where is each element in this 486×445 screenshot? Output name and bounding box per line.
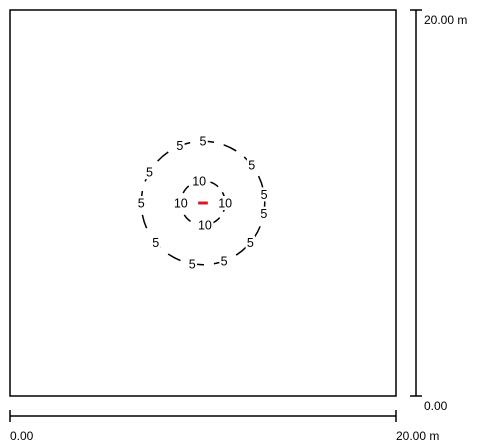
x-scale-start-label: 0.00: [10, 429, 34, 443]
contour-label-bg: [196, 218, 214, 233]
contour-label-10: 10: [174, 197, 188, 211]
contour-label-10: 10: [218, 197, 232, 211]
x-scale-bar: 0.00 20.00 m: [9, 410, 439, 443]
contour-label-bg: [259, 187, 269, 202]
contour-label-5: 5: [152, 236, 159, 250]
contour-label-5: 5: [247, 236, 254, 250]
contour-label-bg: [144, 165, 155, 180]
contour-label-5: 5: [248, 158, 255, 172]
contour-label-5: 5: [260, 207, 267, 221]
y-scale-bar: 20.00 m 0.00: [410, 9, 467, 413]
y-scale-start-label: 0.00: [424, 399, 448, 413]
contour-label-bg: [187, 256, 198, 271]
contour-label-bg: [245, 235, 256, 250]
contour-label-bg: [198, 134, 208, 149]
contour-label-5: 5: [189, 257, 196, 271]
contour-label-5: 5: [138, 197, 145, 211]
contour-label-bg: [150, 235, 161, 250]
contour-labels: 5 5 5 5 5 5 5 5 5 5 5 10 10 10 10: [136, 134, 269, 271]
contour-label-5: 5: [146, 166, 153, 180]
domain-boundary: [9, 9, 397, 397]
contour-label-5: 5: [221, 255, 228, 269]
contour-label-bg: [172, 196, 190, 210]
x-scale-end-label: 20.00 m: [396, 429, 439, 443]
contour-label-bg: [219, 254, 229, 269]
contour-label-5: 5: [200, 135, 207, 149]
contour-label-bg: [190, 174, 208, 189]
contour-label-5: 5: [261, 188, 268, 202]
contour-label-bg: [216, 196, 234, 210]
contour-label-bg: [246, 157, 257, 172]
contour-label-bg: [259, 206, 269, 221]
contour-label-bg: [175, 138, 185, 153]
contour-label-10: 10: [192, 175, 206, 189]
contour-label-5: 5: [176, 139, 183, 153]
y-scale-end-label: 20.00 m: [424, 13, 467, 27]
contour-label-10: 10: [198, 219, 212, 233]
contour-label-bg: [136, 196, 146, 210]
